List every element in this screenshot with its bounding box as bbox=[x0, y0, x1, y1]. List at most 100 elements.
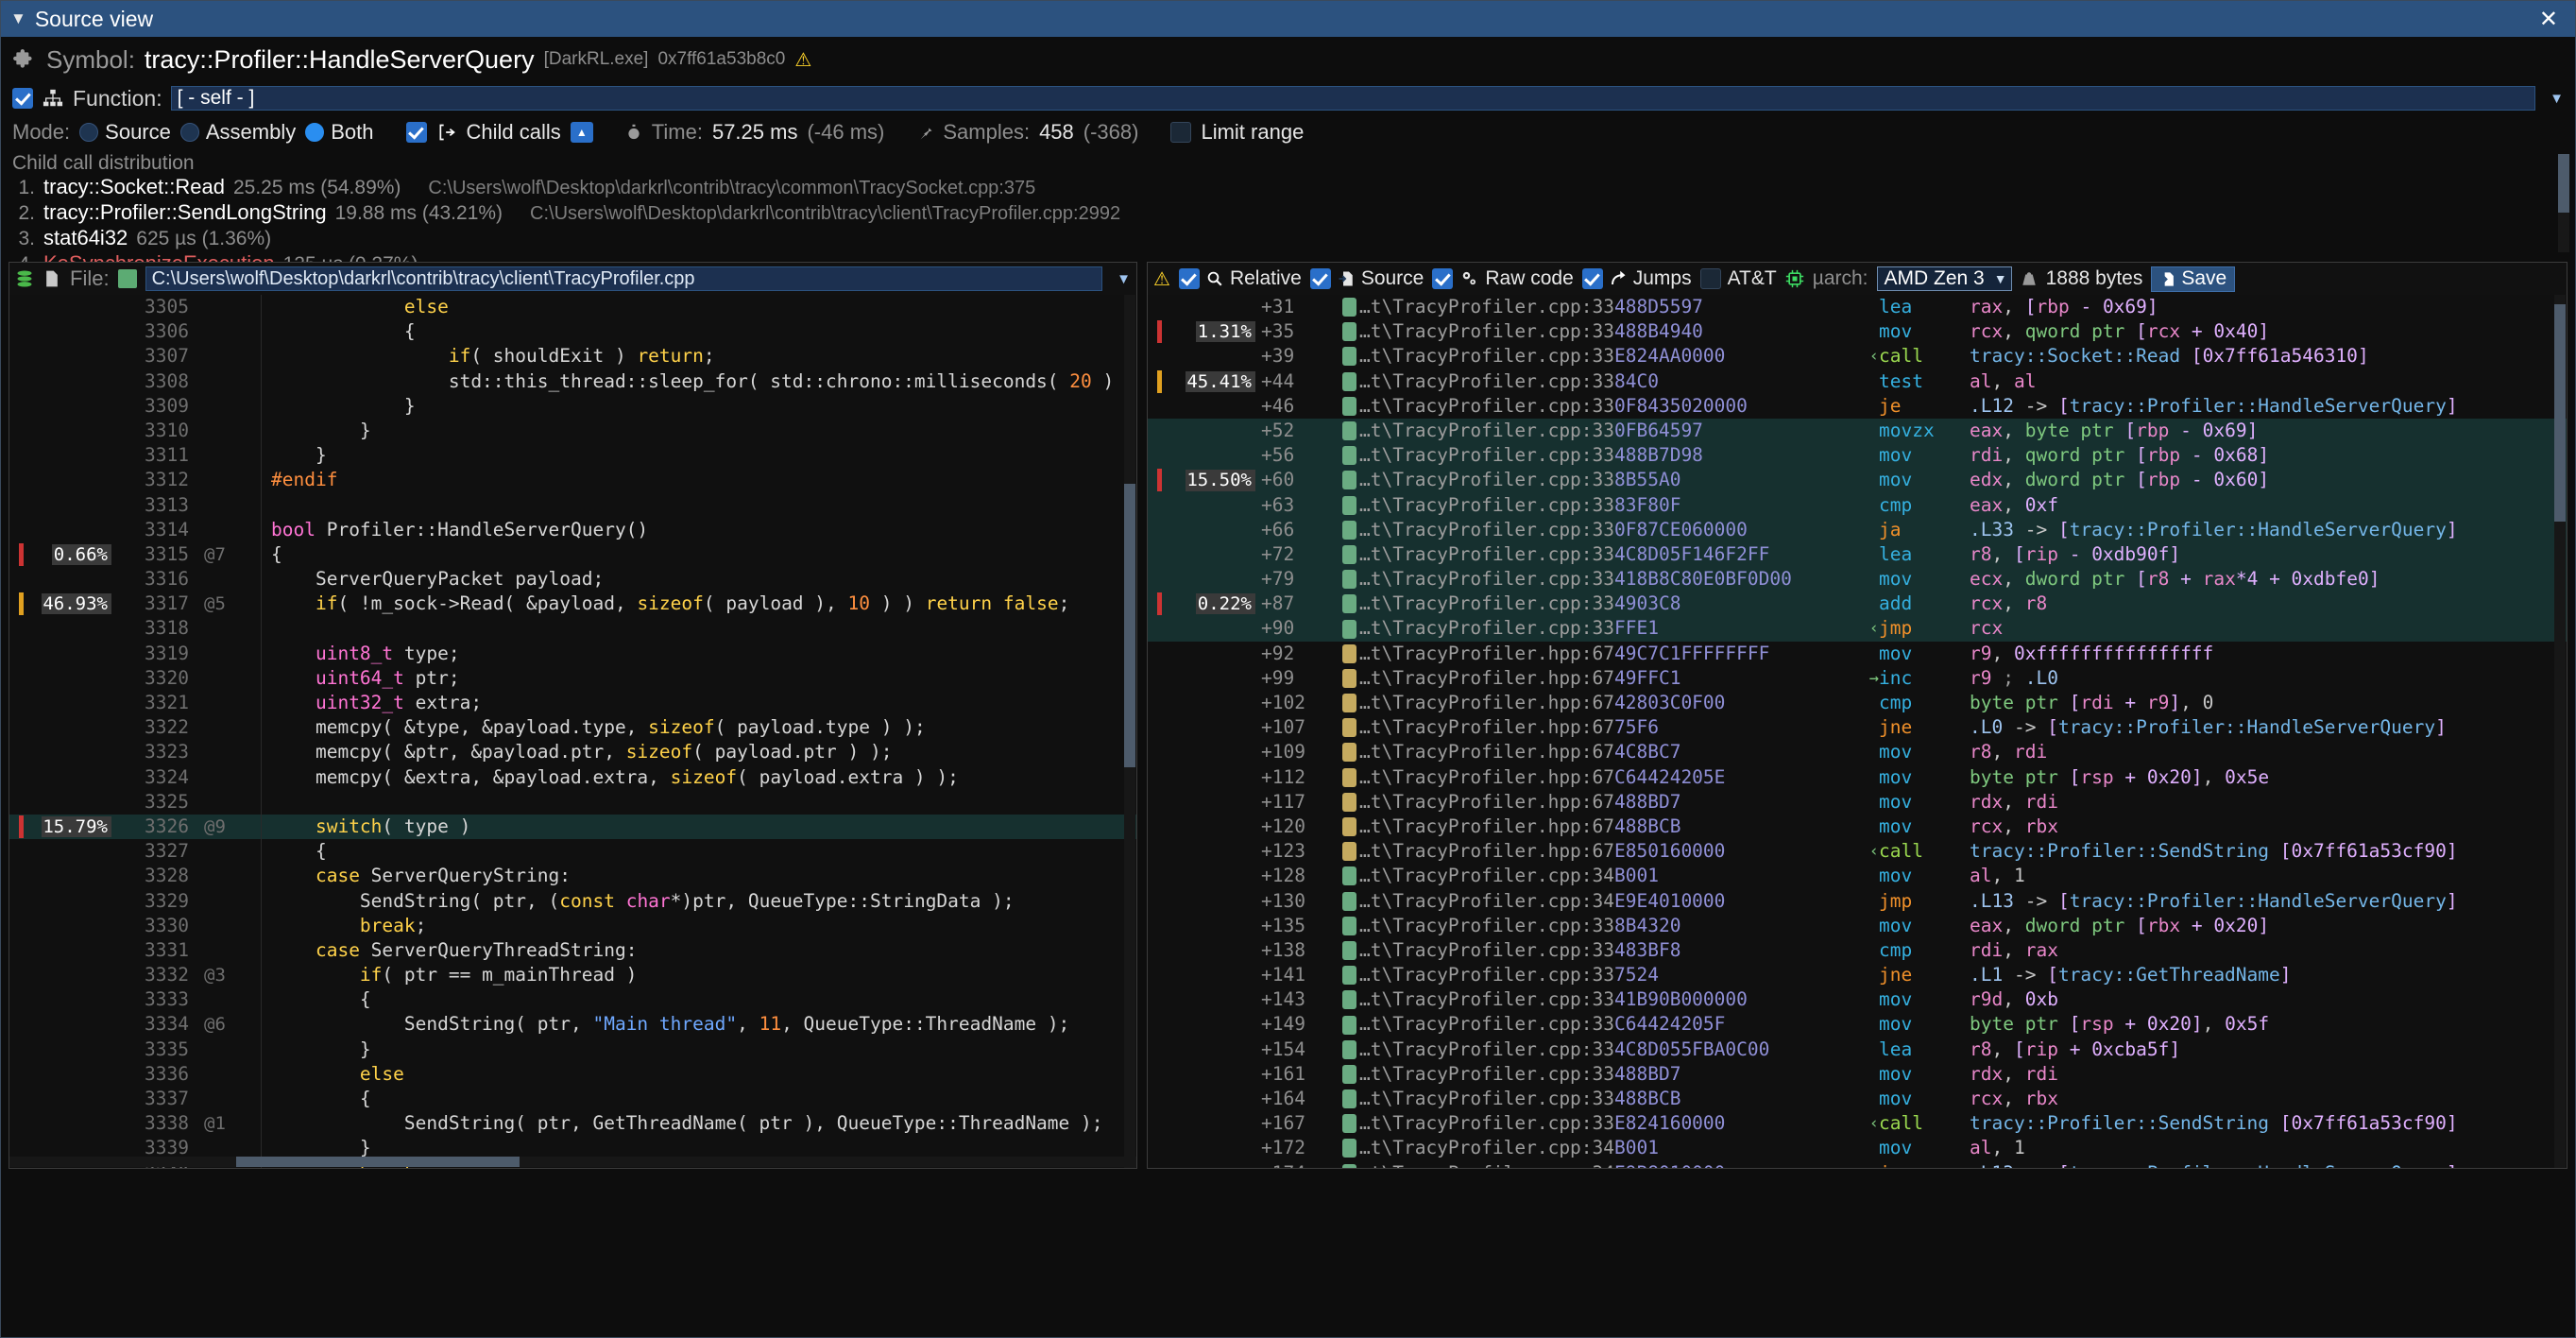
assembly-row[interactable]: +63 …t\TracyProfiler.cpp:3326 83F80F cmp eax… bbox=[1148, 492, 2567, 518]
chevron-down-icon[interactable]: ▼ bbox=[2550, 90, 2564, 107]
toggle-att[interactable]: AT&T bbox=[1699, 267, 1777, 290]
assembly-location[interactable]: …t\TracyProfiler.cpp:3401 bbox=[1359, 889, 1614, 912]
assembly-row[interactable]: +102 …t\TracyProfiler.hpp:676 42803C0F00 cm… bbox=[1148, 691, 2567, 715]
source-horizontal-scrollbar[interactable] bbox=[9, 1157, 1136, 1167]
source-line[interactable]: 3321 uint32_t extra; bbox=[9, 691, 1136, 716]
assembly-row[interactable]: 45.41% +44 …t\TracyProfiler.cpp:3317 84C0 te… bbox=[1148, 369, 2567, 394]
source-line[interactable]: 3318 bbox=[9, 616, 1136, 642]
assembly-location[interactable]: …t\TracyProfiler.cpp:3334 bbox=[1359, 1112, 1614, 1135]
assembly-row[interactable]: +56 …t\TracyProfiler.cpp:3326 488B7D98 mov r… bbox=[1148, 443, 2567, 469]
save-button[interactable]: Save bbox=[2151, 266, 2236, 292]
source-line[interactable]: 3309 } bbox=[9, 393, 1136, 419]
assembly-location[interactable]: …t\TracyProfiler.cpp:3326 bbox=[1359, 419, 1614, 441]
assembly-location[interactable]: …t\TracyProfiler.cpp:3401 bbox=[1359, 1137, 1614, 1159]
assembly-row[interactable]: +46 …t\TracyProfiler.cpp:3317 0F8435020000… bbox=[1148, 394, 2567, 419]
ccd-scrollbar[interactable] bbox=[2558, 154, 2569, 252]
source-checkbox[interactable] bbox=[1309, 268, 1331, 289]
source-code-area[interactable]: 3305 else 3306 {3307 if( shouldExit ) ret… bbox=[9, 295, 1136, 1168]
toggle-raw-code[interactable]: Raw code bbox=[1432, 267, 1574, 290]
assembly-code-area[interactable]: +31 …t\TracyProfiler.cpp:3317 488D5597 lea r… bbox=[1148, 295, 2567, 1168]
source-line[interactable]: 3334 @6 SendString( ptr, "Main thread", 1… bbox=[9, 1012, 1136, 1038]
assembly-location[interactable]: …t\TracyProfiler.hpp:676 bbox=[1359, 642, 1614, 664]
assembly-location[interactable]: …t\TracyProfiler.cpp:3334 bbox=[1359, 988, 1614, 1011]
assembly-row[interactable]: +52 …t\TracyProfiler.cpp:3326 0FB64597 movz… bbox=[1148, 418, 2567, 444]
source-line[interactable]: 3311 } bbox=[9, 443, 1136, 469]
assembly-location[interactable]: …t\TracyProfiler.cpp:3326 bbox=[1359, 592, 1614, 615]
list-item[interactable]: 1. tracy::Socket::Read 25.25 ms (54.89%)… bbox=[12, 175, 2564, 200]
assembly-row[interactable]: +135 …t\TracyProfiler.cpp:3332 8B4320 mov ea… bbox=[1148, 914, 2567, 938]
source-line[interactable]: 3335 } bbox=[9, 1037, 1136, 1062]
assembly-row[interactable]: +99 …t\TracyProfiler.hpp:676 49FFC1 → inc r9 … bbox=[1148, 666, 2567, 691]
assembly-location[interactable]: …t\TracyProfiler.cpp:3401 bbox=[1359, 1161, 1614, 1168]
assembly-row[interactable]: +174 …t\TracyProfiler.cpp:3401E9B8010000 j… bbox=[1148, 1161, 2567, 1168]
assembly-location[interactable]: …t\TracyProfiler.hpp:676 bbox=[1359, 765, 1614, 788]
assembly-location[interactable]: …t\TracyProfiler.cpp:3326 bbox=[1359, 518, 1614, 540]
assembly-row[interactable]: +172 …t\TracyProfiler.cpp:3401 B001 mov al, … bbox=[1148, 1136, 2567, 1160]
assembly-location[interactable]: …t\TracyProfiler.hpp:676 bbox=[1359, 790, 1614, 813]
source-line[interactable]: 3331 case ServerQueryThreadString: bbox=[9, 937, 1136, 964]
limit-range-checkbox[interactable] bbox=[1170, 122, 1192, 143]
assembly-row[interactable]: +31 …t\TracyProfiler.cpp:3317 488D5597 lea r… bbox=[1148, 295, 2567, 319]
assembly-row[interactable]: +143 …t\TracyProfiler.cpp:3334 41B90B00000… bbox=[1148, 987, 2567, 1012]
assembly-location[interactable]: …t\TracyProfiler.cpp:3401 bbox=[1359, 865, 1614, 887]
jumps-checkbox[interactable] bbox=[1581, 268, 1603, 289]
source-vertical-scrollbar[interactable] bbox=[1124, 295, 1135, 1168]
assembly-row[interactable]: 1.31% +35 …t\TracyProfiler.cpp:3317 488B494… bbox=[1148, 319, 2567, 344]
source-line[interactable]: 3306 { bbox=[9, 319, 1136, 345]
file-icon[interactable] bbox=[43, 268, 61, 289]
chevron-down-icon[interactable]: ▼ bbox=[1117, 270, 1131, 287]
source-line[interactable]: 3313 bbox=[9, 492, 1136, 518]
triangle-down-icon[interactable]: ▼ bbox=[10, 9, 26, 27]
assembly-location[interactable]: …t\TracyProfiler.cpp:3326 bbox=[1359, 542, 1614, 565]
toggle-jumps[interactable]: Jumps bbox=[1581, 267, 1692, 290]
source-line[interactable]: 3327 { bbox=[9, 839, 1136, 865]
assembly-location[interactable]: …t\TracyProfiler.hpp:676 bbox=[1359, 716, 1614, 739]
warning-triangle-icon[interactable]: ⚠ bbox=[794, 49, 812, 71]
source-line[interactable]: 3308 std::this_thread::sleep_for( std::c… bbox=[9, 369, 1136, 394]
source-line[interactable]: 46.93% 3317 @5 if( !m_sock->Read( &payload… bbox=[9, 592, 1136, 617]
assembly-location[interactable]: …t\TracyProfiler.hpp:676 bbox=[1359, 815, 1614, 837]
assembly-location[interactable]: …t\TracyProfiler.cpp:3317 bbox=[1359, 320, 1614, 343]
assembly-location[interactable]: …t\TracyProfiler.hpp:676 bbox=[1359, 741, 1614, 763]
assembly-row[interactable]: +167 …t\TracyProfiler.cpp:3334 E824160000 ‹… bbox=[1148, 1111, 2567, 1136]
assembly-row[interactable]: +66 …t\TracyProfiler.cpp:3326 0F87CE060000… bbox=[1148, 517, 2567, 542]
assembly-vertical-scrollbar[interactable] bbox=[2554, 295, 2566, 1168]
assembly-row[interactable]: +141 …t\TracyProfiler.cpp:3332 7524 jne .L1 … bbox=[1148, 963, 2567, 987]
source-line[interactable]: 3339 } bbox=[9, 1136, 1136, 1161]
assembly-location[interactable]: …t\TracyProfiler.cpp:3317 bbox=[1359, 394, 1614, 417]
assembly-row[interactable]: 0.22% +87 …t\TracyProfiler.cpp:3326 4903C8 a… bbox=[1148, 592, 2567, 617]
mode-option-source[interactable]: Source bbox=[79, 120, 171, 145]
assembly-row[interactable]: +130 …t\TracyProfiler.cpp:3401 E9E4010000 j… bbox=[1148, 889, 2567, 914]
assembly-row[interactable]: +164 …t\TracyProfiler.cpp:3334 488BCB mov rc… bbox=[1148, 1087, 2567, 1111]
source-line[interactable]: 3312 #endif bbox=[9, 468, 1136, 493]
assembly-row[interactable]: +149 …t\TracyProfiler.cpp:3334 C64424205F m… bbox=[1148, 1012, 2567, 1037]
assembly-location[interactable]: …t\TracyProfiler.hpp:676 bbox=[1359, 840, 1614, 863]
assembly-location[interactable]: …t\TracyProfiler.cpp:3332 bbox=[1359, 964, 1614, 986]
source-line[interactable]: 3329 SendString( ptr, (const char*)ptr, … bbox=[9, 888, 1136, 914]
assembly-location[interactable]: …t\TracyProfiler.cpp:3326 bbox=[1359, 493, 1614, 516]
att-checkbox[interactable] bbox=[1699, 268, 1721, 289]
assembly-location[interactable]: …t\TracyProfiler.cpp:3317 bbox=[1359, 296, 1614, 317]
source-line[interactable]: 3322 memcpy( &type, &payload.type, sizeo… bbox=[9, 715, 1136, 741]
assembly-row[interactable]: +112 …t\TracyProfiler.hpp:676 C64424205E mo… bbox=[1148, 765, 2567, 790]
source-line[interactable]: 3338 @1 SendString( ptr, GetThreadName( p… bbox=[9, 1111, 1136, 1137]
assembly-location[interactable]: …t\TracyProfiler.cpp:3332 bbox=[1359, 914, 1614, 936]
mode-option-both[interactable]: Both bbox=[305, 120, 374, 145]
assembly-location[interactable]: …t\TracyProfiler.cpp:3317 bbox=[1359, 345, 1614, 368]
source-line[interactable]: 3319 uint8_t type; bbox=[9, 641, 1136, 666]
assembly-row[interactable]: +107 …t\TracyProfiler.hpp:676 75F6 jne .L0 -… bbox=[1148, 715, 2567, 740]
list-item[interactable]: 2. tracy::Profiler::SendLongString 19.88… bbox=[12, 200, 2564, 226]
assembly-location[interactable]: …t\TracyProfiler.cpp:3334 bbox=[1359, 1088, 1614, 1109]
source-line[interactable]: 3333 { bbox=[9, 987, 1136, 1013]
assembly-location[interactable]: …t\TracyProfiler.cpp:3326 bbox=[1359, 617, 1614, 640]
assembly-row[interactable]: +79 …t\TracyProfiler.cpp:3326 418B8C80E0BF… bbox=[1148, 567, 2567, 592]
assembly-location[interactable]: …t\TracyProfiler.cpp:3334 bbox=[1359, 1013, 1614, 1036]
assembly-location[interactable]: …t\TracyProfiler.hpp:676 bbox=[1359, 666, 1614, 689]
assembly-row[interactable]: +72 …t\TracyProfiler.cpp:3326 4C8D05F146F2… bbox=[1148, 541, 2567, 568]
assembly-row[interactable]: +120 …t\TracyProfiler.hpp:676 488BCB mov rcx… bbox=[1148, 815, 2567, 839]
source-line[interactable]: 3314 bool Profiler::HandleServerQuery() bbox=[9, 517, 1136, 542]
assembly-location[interactable]: …t\TracyProfiler.cpp:3334 bbox=[1359, 1062, 1614, 1085]
relative-checkbox[interactable] bbox=[1178, 268, 1200, 289]
source-line[interactable]: 3324 memcpy( &extra, &payload.extra, siz… bbox=[9, 764, 1136, 790]
toggle-source[interactable]: Source bbox=[1309, 267, 1424, 290]
